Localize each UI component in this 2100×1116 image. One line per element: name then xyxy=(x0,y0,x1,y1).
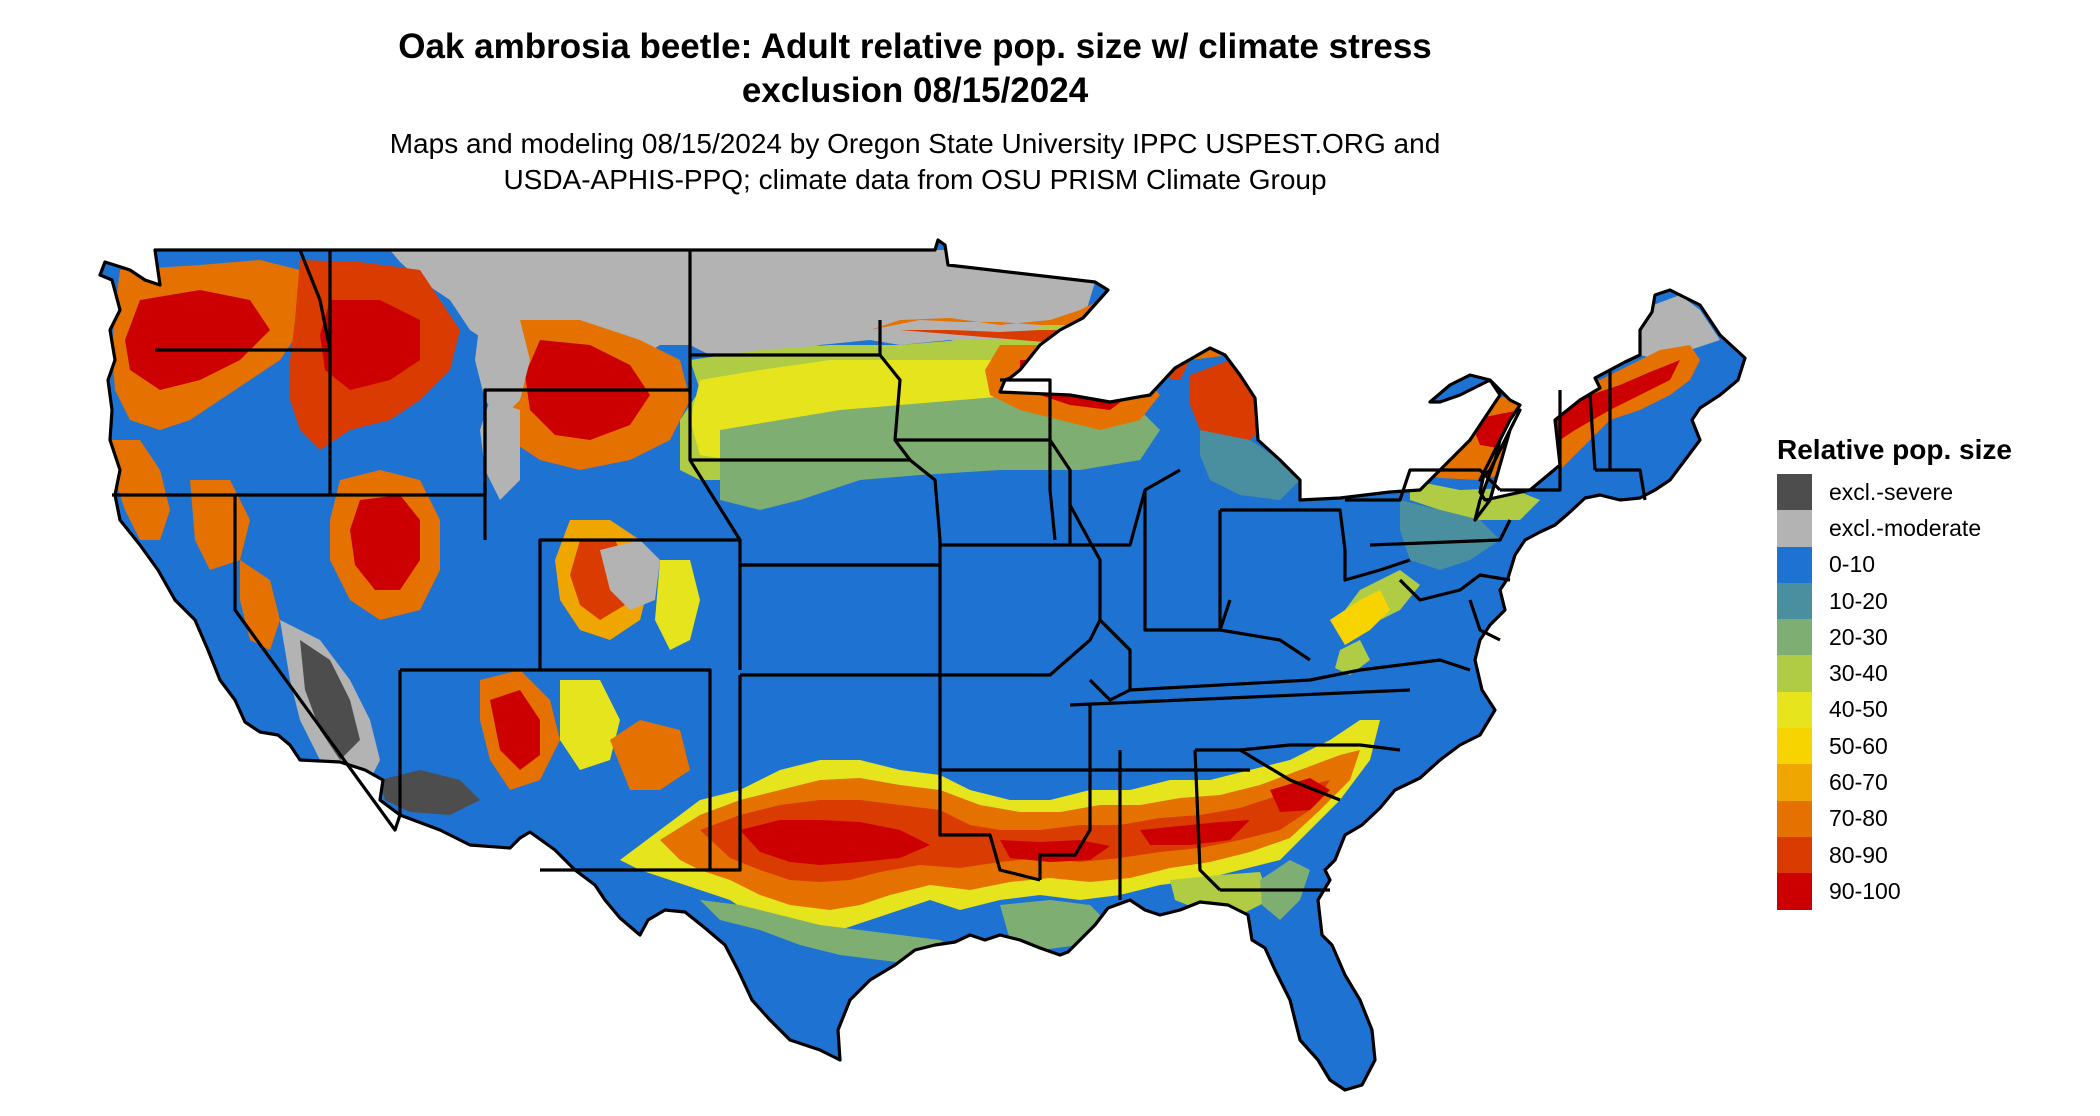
legend-swatch xyxy=(1777,873,1812,910)
legend-item: 50-60 xyxy=(1777,728,2077,765)
map-title-line2: exclusion 08/15/2024 xyxy=(741,71,1089,110)
legend-swatch xyxy=(1777,728,1812,765)
legend-label: excl.-severe xyxy=(1829,478,1953,505)
legend-item: 60-70 xyxy=(1777,764,2077,801)
legend-label: 20-30 xyxy=(1829,623,1888,650)
legend-item: 40-50 xyxy=(1777,691,2077,729)
legend-item: 20-30 xyxy=(1777,619,2077,656)
map-subtitle-line2: USDA-APHIS-PPQ; climate data from OSU PR… xyxy=(503,164,1327,195)
legend-label: 0-10 xyxy=(1829,551,1876,578)
legend-item: excl.-severe xyxy=(1777,474,2077,511)
map-subtitle-line1: Maps and modeling 08/15/2024 by Oregon S… xyxy=(389,128,1441,159)
legend-swatch xyxy=(1777,619,1812,656)
legend-label: 10-20 xyxy=(1829,587,1888,614)
legend-label: 40-50 xyxy=(1829,696,1888,723)
legend-item: 80-90 xyxy=(1777,836,2077,874)
legend-item: 10-20 xyxy=(1777,582,2077,620)
legend-label: 60-70 xyxy=(1829,769,1888,796)
legend-item: 90-100 xyxy=(1777,873,2077,910)
legend-swatch xyxy=(1777,474,1812,511)
legend-label: 70-80 xyxy=(1829,805,1888,832)
legend-swatch xyxy=(1777,836,1812,874)
legend-item: excl.-moderate xyxy=(1777,510,2077,547)
map-legend: Relative pop. size excl.-severe excl.-mod… xyxy=(1777,432,2077,910)
legend-item: 30-40 xyxy=(1777,655,2077,692)
legend-items: excl.-severe excl.-moderate 0-10 10-20 20-30… xyxy=(1777,474,2077,910)
legend-swatch xyxy=(1777,691,1812,729)
legend-title: Relative pop. size xyxy=(1777,434,2012,465)
legend-swatch xyxy=(1777,655,1812,692)
legend-swatch xyxy=(1777,764,1812,801)
legend-item: 70-80 xyxy=(1777,800,2077,837)
legend-item: 0-10 xyxy=(1777,546,2077,583)
legend-label: 50-60 xyxy=(1829,732,1888,759)
legend-swatch xyxy=(1777,582,1812,620)
legend-label: 90-100 xyxy=(1829,877,1901,904)
legend-swatch xyxy=(1777,800,1812,837)
legend-swatch xyxy=(1777,510,1812,547)
state-boundaries xyxy=(98,238,1747,1092)
legend-swatch xyxy=(1777,546,1812,583)
legend-label: 80-90 xyxy=(1829,841,1888,868)
map-title-line1: Oak ambrosia beetle: Adult relative pop.… xyxy=(398,27,1432,66)
map-raster xyxy=(100,240,1745,1090)
legend-label: excl.-moderate xyxy=(1829,514,1982,541)
legend-label: 30-40 xyxy=(1829,660,1888,687)
